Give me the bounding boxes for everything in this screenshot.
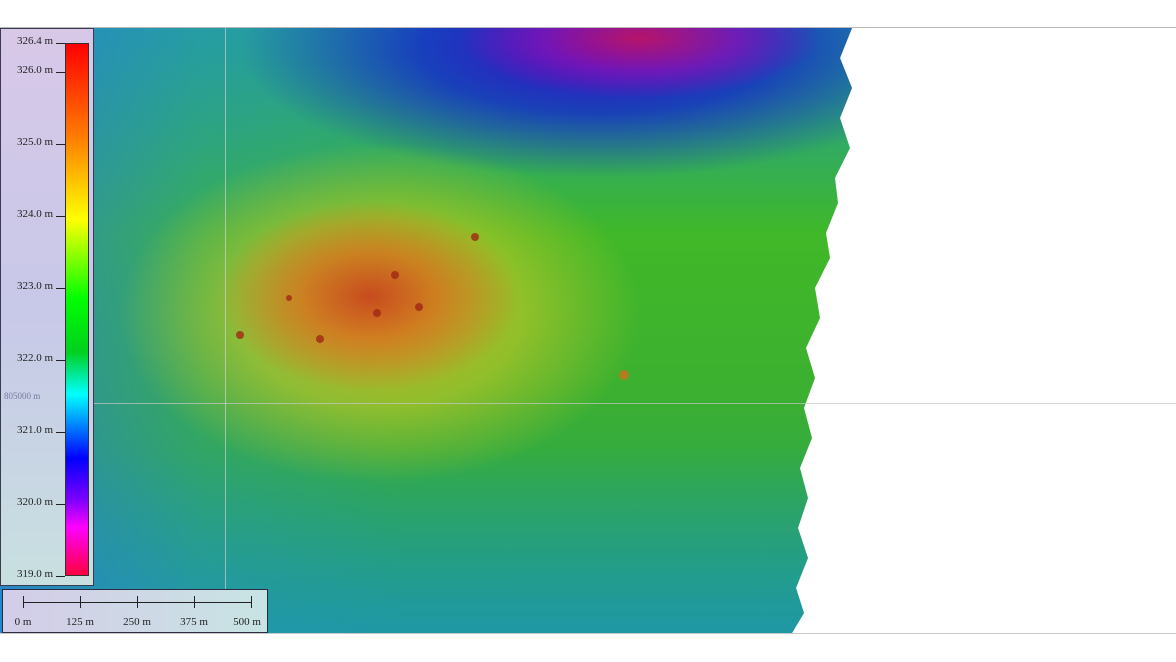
scale-tick xyxy=(194,596,195,608)
colorbar-tick-mark xyxy=(56,215,65,217)
colorbar-tick-label: 321.0 m xyxy=(16,423,53,436)
scale-label: 500 m xyxy=(233,616,261,628)
colorbar-tick-mark xyxy=(56,71,65,73)
colorbar-tick-mark xyxy=(56,576,65,577)
seabed-feature xyxy=(373,309,381,317)
grid-line-vertical xyxy=(225,28,226,633)
colorbar-tick-mark xyxy=(56,43,65,44)
color-ramp xyxy=(65,43,89,576)
seabed-feature xyxy=(415,303,423,311)
seabed-feature xyxy=(316,335,324,343)
colorbar-tick-label: 324.0 m xyxy=(16,207,53,220)
bathymetry-surface[interactable] xyxy=(0,28,852,633)
scale-tick xyxy=(137,596,138,608)
grid-label: 805000 m xyxy=(4,391,41,401)
colorbar-tick-label: 323.0 m xyxy=(16,279,53,292)
seabed-feature xyxy=(286,295,292,301)
colorbar-tick-mark xyxy=(56,431,65,433)
seabed-feature xyxy=(619,370,629,380)
scale-tick xyxy=(23,596,24,608)
colorbar-tick-label: 322.0 m xyxy=(16,351,53,364)
frame-bottom-line xyxy=(0,633,1176,634)
seabed-feature xyxy=(236,331,244,339)
scale-label: 375 m xyxy=(180,616,208,628)
colorbar-tick-label: 326.4 m xyxy=(16,35,53,47)
colorbar-tick-mark xyxy=(56,143,65,145)
seabed-feature xyxy=(471,233,479,241)
colorbar-tick-label: 325.0 m xyxy=(16,135,53,148)
grid-line-horizontal xyxy=(0,403,1176,404)
scale-label: 250 m xyxy=(123,616,151,628)
colorbar-tick-mark xyxy=(56,503,65,505)
colorbar-tick-label: 319.0 m xyxy=(16,568,53,580)
scale-bar: 0 m 125 m 250 m 375 m 500 m xyxy=(2,589,268,633)
colorbar-tick-mark xyxy=(56,287,65,289)
scale-label: 0 m xyxy=(14,616,32,628)
scale-label: 125 m xyxy=(66,616,94,628)
frame-top-line xyxy=(0,27,1176,28)
depth-color-legend: 326.4 m 326.0 m 325.0 m 324.0 m 323.0 m 322.0… xyxy=(0,28,94,586)
colorbar-tick-label: 320.0 m xyxy=(16,495,53,508)
seabed-feature xyxy=(391,271,399,279)
colorbar-tick-mark xyxy=(56,359,65,361)
scale-tick xyxy=(80,596,81,608)
scale-tick xyxy=(251,596,252,608)
colorbar-tick-label: 326.0 m xyxy=(16,63,53,76)
